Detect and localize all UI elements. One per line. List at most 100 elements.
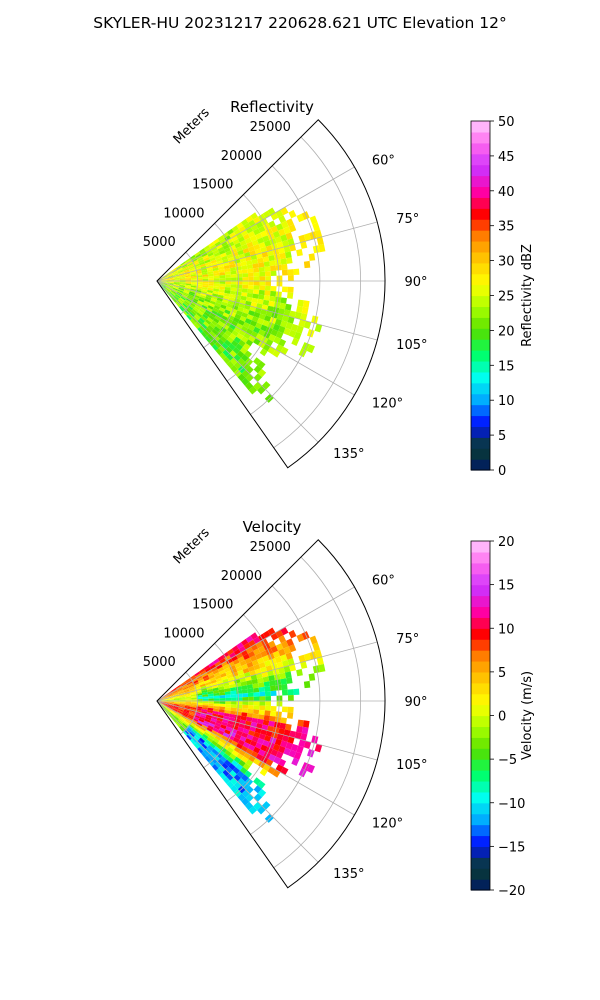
radar-cell xyxy=(244,657,252,664)
radar-cell xyxy=(260,744,268,752)
range-tick-label: 5000 xyxy=(143,655,176,670)
radar-cell xyxy=(213,283,220,287)
radar-cell xyxy=(235,343,243,351)
radar-cell xyxy=(199,714,206,719)
radar-cell xyxy=(241,312,249,319)
radar-cell xyxy=(177,289,184,293)
radar-cell xyxy=(246,241,254,248)
radar-cell xyxy=(196,697,203,700)
colorbar-segment xyxy=(471,660,490,673)
radar-cell xyxy=(165,288,171,293)
radar-cell xyxy=(281,220,289,229)
radar-cell xyxy=(218,329,225,336)
radar-cell xyxy=(239,315,247,322)
radar-cell xyxy=(190,275,197,278)
radar-cell xyxy=(179,282,186,284)
radar-cell xyxy=(241,336,249,344)
radar-cell xyxy=(201,692,208,695)
radar-cell xyxy=(191,279,197,281)
radar-cell xyxy=(270,749,279,757)
radar-cell xyxy=(177,710,183,715)
radar-cell xyxy=(224,320,231,327)
colorbar-segment xyxy=(471,437,490,449)
radar-cell xyxy=(265,326,273,334)
radar-cell xyxy=(242,343,251,351)
radar-cell xyxy=(193,743,200,749)
radar-cell xyxy=(240,649,248,657)
radar-cell xyxy=(169,292,175,297)
radar-cell xyxy=(190,286,197,290)
radar-cell xyxy=(236,642,244,649)
radar-cell xyxy=(169,712,175,717)
radar-cell xyxy=(171,710,177,715)
radar-cell xyxy=(248,651,256,658)
radar-cell xyxy=(176,685,182,690)
radar-cell xyxy=(225,670,232,676)
radar-cell xyxy=(250,751,259,758)
radar-cell xyxy=(197,739,204,746)
azimuth-tick-label: 90° xyxy=(404,275,427,290)
range-ring xyxy=(226,614,280,802)
radar-cell xyxy=(224,289,231,294)
radar-cell xyxy=(219,286,226,290)
radar-cell xyxy=(183,721,189,727)
radar-cell xyxy=(286,638,294,647)
radar-cell xyxy=(162,701,169,703)
radar-cell xyxy=(200,735,207,742)
radar-cell xyxy=(218,291,225,296)
radar-cell xyxy=(241,288,248,293)
radar-cell xyxy=(300,733,308,741)
radar-cell xyxy=(253,731,261,738)
radar-cell xyxy=(179,276,186,278)
radar-cell xyxy=(167,704,174,707)
radar-cell xyxy=(205,747,212,754)
colorbar-segment xyxy=(471,868,490,880)
panel-title: Reflectivity xyxy=(230,98,314,116)
radar-cell xyxy=(220,304,227,310)
radar-cell xyxy=(224,655,231,662)
radar-cell xyxy=(237,236,245,243)
radar-cell xyxy=(241,361,250,370)
radar-cell xyxy=(208,314,215,321)
azimuth-gridline xyxy=(156,586,355,702)
radar-cell xyxy=(219,283,226,287)
radar-cell xyxy=(207,289,214,294)
radar-cell xyxy=(213,698,220,701)
radar-cell xyxy=(236,730,243,736)
colorbar-segment xyxy=(471,448,490,460)
radar-cell xyxy=(191,728,198,734)
radar-cell xyxy=(257,368,267,378)
radar-cell xyxy=(311,315,319,324)
radar-cell xyxy=(291,757,300,766)
radar-cell xyxy=(288,224,297,233)
radar-cell xyxy=(173,296,178,302)
radar-cell xyxy=(201,687,208,692)
radar-cell xyxy=(209,664,217,670)
radar-cell xyxy=(207,285,214,289)
radar-cell xyxy=(264,691,271,697)
radar-cell xyxy=(264,710,271,716)
radar-cell xyxy=(168,702,174,704)
colorbar-segment xyxy=(471,770,490,782)
radar-cell xyxy=(202,276,209,279)
radar-cell xyxy=(261,724,269,731)
radar-cell xyxy=(208,661,215,668)
radar-cell xyxy=(172,270,178,274)
range-tick-label: 20000 xyxy=(221,569,262,584)
radar-cell xyxy=(219,658,227,664)
radar-cell xyxy=(172,286,179,290)
radar-cell xyxy=(207,305,214,310)
radar-cell xyxy=(182,723,188,728)
colorbar-label: Reflectivity dBZ xyxy=(520,244,535,347)
radar-cell xyxy=(221,255,228,261)
radar-cell xyxy=(224,309,231,315)
radar-cell xyxy=(162,283,168,286)
radar-cell xyxy=(250,644,259,651)
radar-cell xyxy=(296,325,304,334)
radar-cell xyxy=(229,333,237,340)
radar-cell xyxy=(178,270,184,274)
radar-cell xyxy=(212,293,219,298)
radar-cell xyxy=(246,292,254,298)
colorbar-tick-label: 50 xyxy=(498,115,515,130)
radar-cell xyxy=(213,701,220,704)
